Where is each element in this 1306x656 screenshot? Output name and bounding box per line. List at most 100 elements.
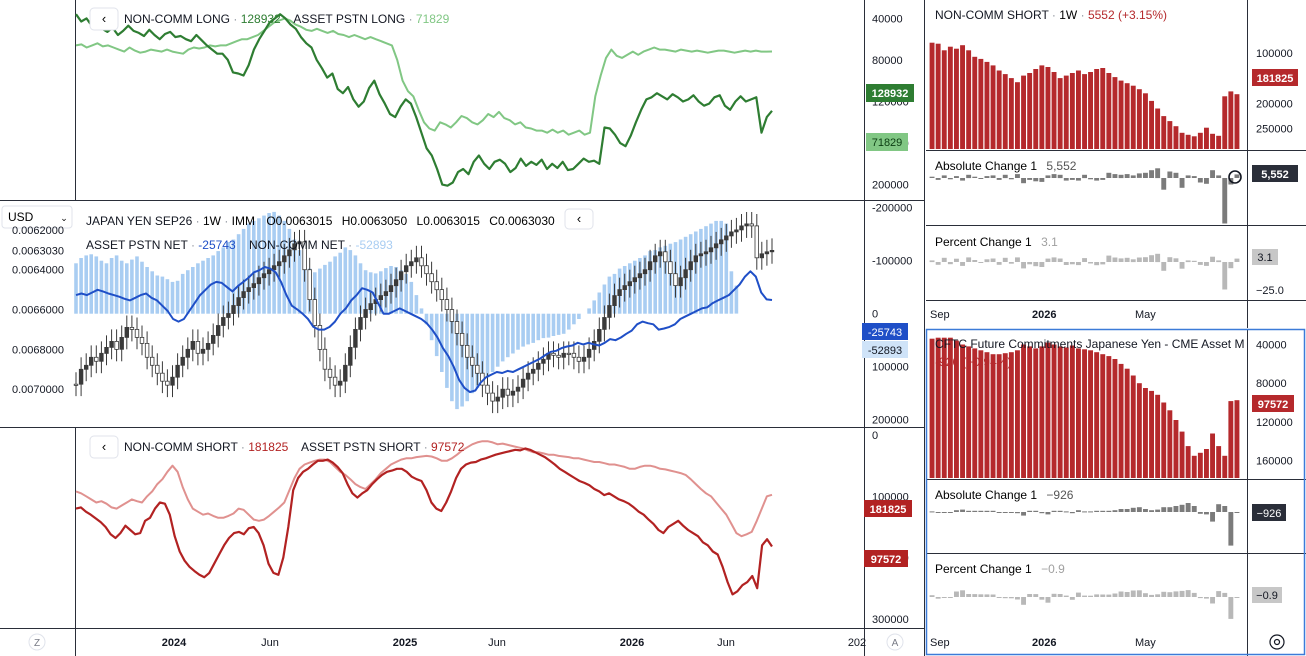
candle-body: [754, 225, 759, 259]
pct-change-bar: [1179, 590, 1185, 597]
axis-tick-label: 300000: [872, 614, 909, 626]
candle-body: [114, 340, 119, 350]
pct-change-bar: [929, 595, 935, 597]
net-histogram-bar: [125, 263, 129, 314]
abs-change-bar: [1057, 510, 1063, 512]
main-legend: JAPAN YEN SEP26 · 1W · IMM O0.0063015 H0…: [86, 208, 594, 252]
abs-change-bar: [1045, 175, 1051, 178]
axis-tick-label: 100000: [1256, 48, 1293, 60]
currency-select-label: USD: [8, 210, 34, 224]
short-volume-bar: [1082, 349, 1087, 478]
pct-change-bar: [1106, 255, 1112, 262]
pct-change-bar: [1222, 592, 1228, 597]
currency-select[interactable]: USD ⌄: [1, 205, 73, 229]
short-volume-bar: [1124, 83, 1130, 149]
short-volume-bar: [1051, 72, 1057, 149]
abs-change-bar: [1063, 178, 1069, 181]
net-histogram-bar: [180, 273, 185, 314]
last-value-badge: [862, 323, 908, 340]
candle-body: [485, 384, 490, 394]
axis-tick-label: 200000: [872, 180, 909, 192]
candle-body: [612, 295, 617, 307]
exchange: IMM: [232, 214, 255, 228]
abs-change-bar: [1191, 176, 1197, 178]
short-volume-bar: [1234, 94, 1240, 149]
candle-body: [144, 342, 150, 358]
pct-change-bar: [1100, 594, 1106, 597]
pct-change-bar: [1069, 597, 1075, 600]
legend-series-value: 181825: [248, 440, 288, 454]
short-volume-bar: [1100, 354, 1106, 478]
pct-change-bar: [1124, 257, 1130, 262]
abs-change-bar: [972, 176, 978, 178]
pct-change-bar: [972, 594, 978, 597]
net-histogram-bar: [333, 256, 337, 314]
net-histogram-bar: [175, 280, 180, 314]
pct-change-bar: [1161, 262, 1167, 271]
pct-change-bar: [1063, 595, 1069, 597]
net-histogram-bar: [567, 313, 571, 330]
pct-change-bar: [1143, 257, 1148, 262]
net-histogram-bar: [699, 228, 703, 314]
currency-select-box[interactable]: [1, 205, 73, 229]
pct-change-bar: [1118, 591, 1124, 597]
right-top-bars: [929, 42, 1240, 150]
candle-body: [581, 356, 587, 362]
net-histogram-bar: [587, 308, 591, 314]
net-histogram-bar: [480, 313, 485, 380]
candle-body: [414, 257, 419, 263]
zoom-reset-button[interactable]: [28, 633, 46, 651]
candle-body: [678, 277, 683, 287]
pct-change-bar: [1210, 597, 1215, 604]
last-value-badge: [866, 133, 908, 151]
net-histogram-bar: [170, 281, 175, 314]
short-volume-bar: [1051, 344, 1057, 478]
pct-change-bar: [1210, 256, 1215, 262]
short-volume-bar: [1204, 127, 1209, 149]
net-histogram-bar: [516, 313, 520, 350]
gear-icon[interactable]: [1269, 634, 1285, 650]
candle-body: [292, 243, 297, 251]
time-label: May: [1135, 637, 1156, 649]
pct-change-bar: [1051, 257, 1057, 262]
abs-change-bar: [954, 510, 959, 512]
abs-change-bar: [1106, 172, 1112, 178]
pct-change-bar: [1216, 260, 1222, 263]
short-volume-bar: [1234, 400, 1240, 478]
pct-change-bar: [1045, 597, 1051, 603]
abs-change-bar: [1204, 512, 1209, 515]
collapse-legend-button[interactable]: [89, 7, 119, 31]
net-histogram-bar: [460, 313, 464, 407]
candle-body: [490, 392, 495, 402]
short-volume-bar: [1045, 67, 1051, 149]
short-volume-bar: [978, 350, 984, 478]
right-bottom-axis: 160000 120000 80000 40000: [1256, 340, 1293, 468]
auto-scale-button[interactable]: [886, 633, 904, 651]
short-volume-bar: [1106, 73, 1112, 149]
candle-body: [353, 328, 358, 348]
right-top-abs-change: [929, 168, 1242, 224]
candle-body: [602, 317, 607, 330]
legend-series-value: -25743: [198, 238, 236, 252]
short-volume-bar: [1015, 82, 1020, 149]
indicator-name: Absolute Change 1: [935, 159, 1037, 173]
pct-change-bar: [960, 262, 965, 266]
high-value: 0.0063050: [350, 214, 407, 228]
axis-tick-label: 0.0064000: [12, 265, 64, 277]
time-label: Sep: [930, 637, 950, 649]
candle-body: [297, 241, 302, 245]
pct-change-bar: [947, 262, 953, 265]
net-histogram-bar: [404, 273, 408, 314]
collapse-legend-button[interactable]: [89, 435, 119, 459]
candle-body: [383, 291, 389, 297]
abs-change-bar: [941, 512, 947, 513]
axis-tick-label: 0.0062000: [12, 225, 64, 237]
candle-body: [246, 287, 251, 293]
pct-change-bar: [941, 257, 947, 262]
axis-tick-label: 0: [872, 430, 878, 442]
collapse-legend-button[interactable]: [564, 208, 594, 230]
net-histogram-bar: [556, 313, 561, 335]
abs-change-bar: [1057, 174, 1063, 179]
abs-change-bar: [1130, 175, 1136, 178]
top-left-legend: ‹ NON-COMM LONG · 128932 ASSET PSTN LONG…: [89, 7, 450, 31]
